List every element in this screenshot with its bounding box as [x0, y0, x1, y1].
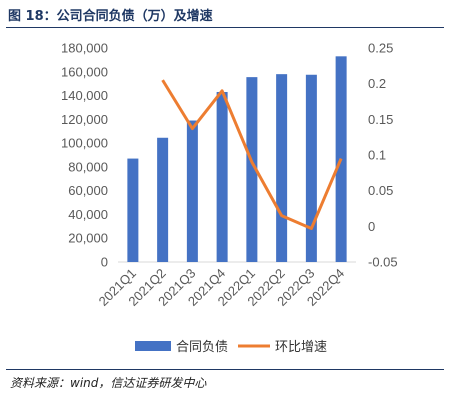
bar-series [127, 56, 347, 263]
legend-swatch-bar [135, 341, 171, 351]
right-axis-tick-label: 0.1 [368, 148, 386, 163]
figure-title: 图 18：公司合同负债（万）及增速 [8, 9, 213, 24]
right-axis-tick-label: 0.25 [368, 41, 393, 56]
right-axis-tick-label: 0 [368, 219, 375, 234]
left-axis-tick-label: 140,000 [61, 88, 108, 103]
bar [127, 158, 139, 262]
left-axis-tick-label: 160,000 [61, 64, 108, 79]
left-axis-tick-label: 80,000 [68, 159, 108, 174]
left-axis-tick-label: 60,000 [68, 183, 108, 198]
left-axis-tick-label: 100,000 [61, 136, 108, 151]
bar [216, 91, 228, 262]
legend-label-line: 环比增速 [275, 340, 327, 355]
legend-label-bar: 合同负债 [176, 340, 228, 355]
bar [305, 74, 317, 262]
right-axis-tick-label: 0.2 [368, 76, 386, 91]
left-axis-tick-label: 120,000 [61, 112, 108, 127]
legend: 合同负债 环比增速 [135, 340, 327, 355]
title-divider [6, 27, 444, 28]
line-series-path [161, 79, 343, 230]
bar [157, 137, 169, 262]
right-axis-tick-label: -0.05 [368, 255, 398, 270]
left-axis-tick-label: 180,000 [61, 41, 108, 56]
source-note: 资料来源：wind，信达证券研发中心 [10, 376, 207, 390]
x-axis-ticks: 2021Q12021Q22021Q32021Q42022Q12022Q22022… [96, 266, 348, 309]
left-axis-ticks: 0 20,000 40,000 60,000 80,000 100,000 120,000 1… [61, 41, 108, 270]
right-axis-ticks: -0.05 0 0.05 0.1 0.15 0.2 0.25 [368, 41, 398, 270]
left-axis-tick-label: 0 [101, 255, 108, 270]
combo-chart: 0 20,000 40,000 60,000 80,000 100,000 120,000 1… [61, 41, 398, 356]
left-axis-tick-label: 40,000 [68, 207, 108, 222]
right-axis-tick-label: 0.15 [368, 112, 393, 127]
bar [246, 77, 258, 262]
bar [186, 120, 198, 263]
right-axis-tick-label: 0.05 [368, 183, 393, 198]
left-axis-tick-label: 20,000 [68, 231, 108, 246]
bar [276, 74, 288, 263]
source-divider [6, 369, 444, 370]
